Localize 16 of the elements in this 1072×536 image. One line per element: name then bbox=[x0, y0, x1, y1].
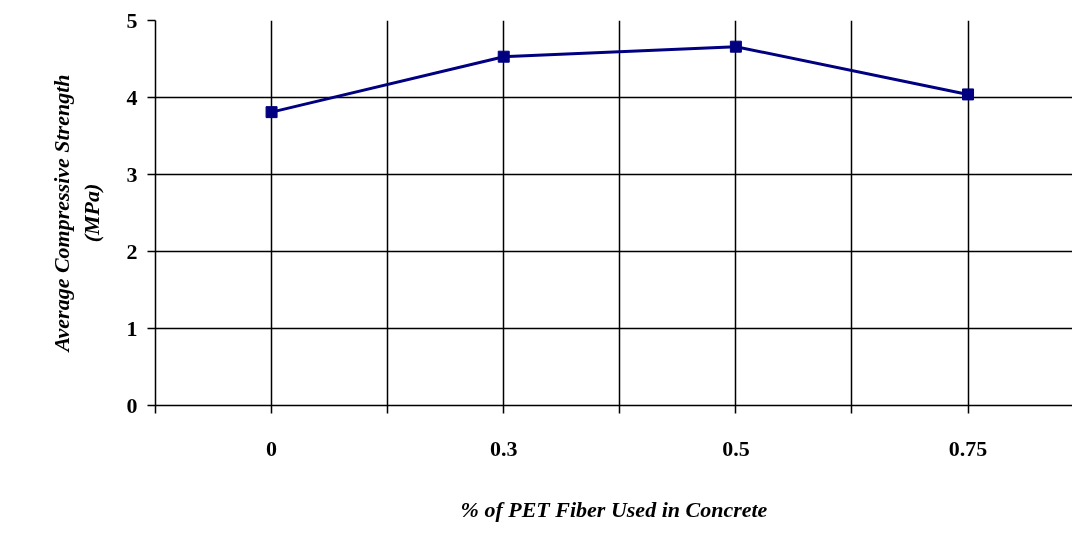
x-tick-label: 0.5 bbox=[722, 435, 750, 461]
y-tick-label: 4 bbox=[126, 84, 138, 110]
point bbox=[729, 40, 742, 53]
y-tick-label: 0 bbox=[126, 392, 138, 418]
y-tick-label: 5 bbox=[126, 7, 138, 33]
y-tick-label: 1 bbox=[126, 315, 138, 341]
point bbox=[962, 88, 975, 101]
y-axis-title: Average Compressive Strength (MPa) bbox=[48, 74, 104, 354]
x-tick-label: 0.3 bbox=[489, 435, 518, 461]
y-tick-label: 2 bbox=[126, 238, 138, 264]
x-tick-label: 0 bbox=[266, 435, 278, 461]
x-axis-title: % of PET Fiber Used in Concrete bbox=[460, 496, 768, 522]
x-tick-label: 0.75 bbox=[948, 435, 988, 461]
point bbox=[497, 50, 510, 63]
point bbox=[265, 106, 278, 119]
y-tick-label: 3 bbox=[126, 161, 138, 187]
